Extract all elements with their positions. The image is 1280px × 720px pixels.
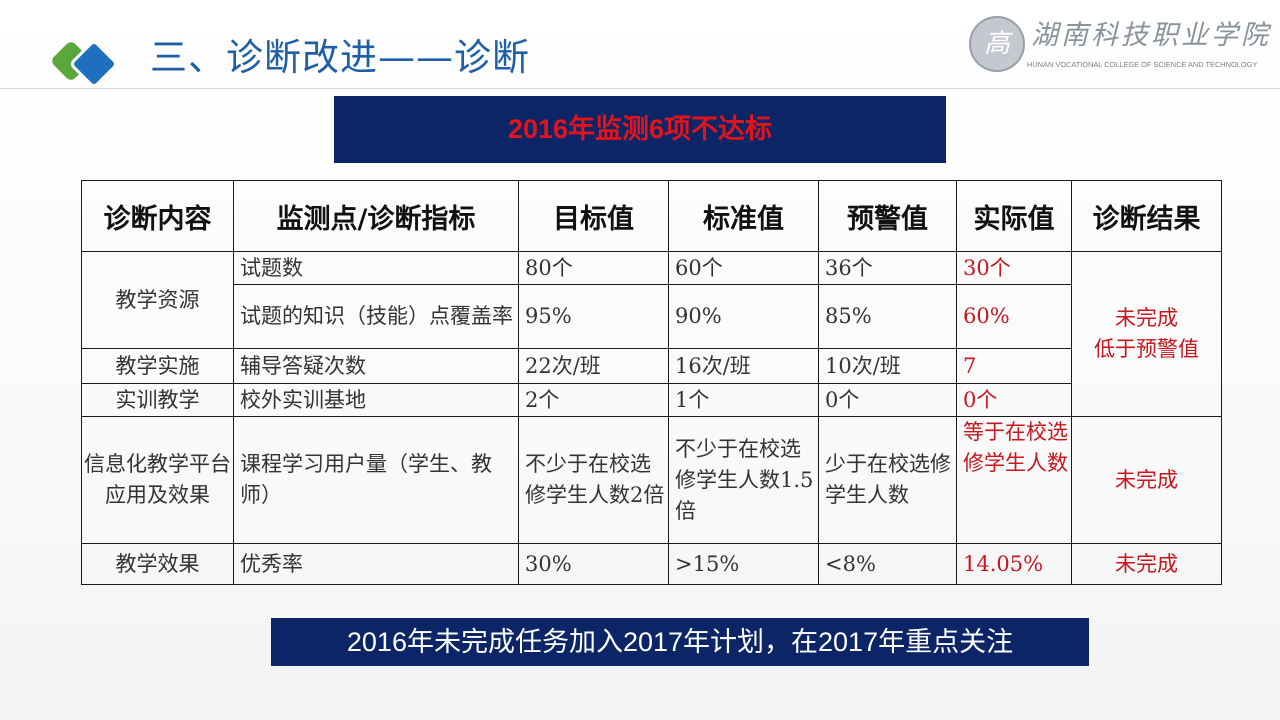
actual-cell: 7 xyxy=(956,348,1072,384)
footer-banner: 2016年未完成任务加入2017年计划，在2017年重点关注 xyxy=(271,618,1089,666)
college-seal-icon: 高 xyxy=(969,16,1025,72)
warning-cell: 0个 xyxy=(818,383,957,417)
target-cell: 80个 xyxy=(518,251,669,285)
group-cell: 教学实施 xyxy=(81,348,234,384)
target-cell: 不少于在校选修学生人数2倍 xyxy=(518,416,669,544)
college-logo: 高 湖南科技职业学院 HUNAN VOCATIONAL COLLEGE OF S… xyxy=(965,14,1271,76)
indicator-cell: 试题的知识（技能）点覆盖率 xyxy=(233,284,519,349)
header-cell: 标准值 xyxy=(668,180,819,252)
table-row: 教学实施 辅导答疑次数 22次/班 16次/班 10次/班 7 xyxy=(81,348,1222,384)
group-cell: 教学资源 xyxy=(81,251,234,349)
standard-cell: 90% xyxy=(668,284,819,349)
group-cell: 信息化教学平台应用及效果 xyxy=(81,416,234,544)
actual-cell: 0个 xyxy=(956,383,1072,417)
seal-char: 高 xyxy=(983,29,1010,59)
standard-cell: >15% xyxy=(668,543,819,585)
diagnosis-table: 诊断内容 监测点/诊断指标 目标值 标准值 预警值 实际值 诊断结果 教学资源 … xyxy=(81,180,1222,585)
indicator-cell: 课程学习用户量（学生、教师） xyxy=(233,416,519,544)
group-cell: 教学效果 xyxy=(81,543,234,585)
standard-cell: 不少于在校选修学生人数1.5倍 xyxy=(668,416,819,544)
actual-cell: 60% xyxy=(956,284,1072,349)
table-row: 实训教学 校外实训基地 2个 1个 0个 0个 xyxy=(81,383,1222,417)
indicator-cell: 校外实训基地 xyxy=(233,383,519,417)
table-row: 教学资源 试题数 80个 60个 36个 30个 未完成 低于预警值 xyxy=(81,251,1222,417)
table-row: 试题的知识（技能）点覆盖率 95% 90% 85% 60% xyxy=(82,284,1222,349)
actual-cell: 14.05% xyxy=(956,543,1072,585)
standard-cell: 60个 xyxy=(668,251,819,285)
target-cell: 30% xyxy=(518,543,669,585)
standard-cell: 1个 xyxy=(668,383,819,417)
warning-cell: 36个 xyxy=(818,251,957,285)
standard-cell: 16次/班 xyxy=(668,348,819,384)
indicator-cell: 辅导答疑次数 xyxy=(233,348,519,384)
warning-cell: 85% xyxy=(818,284,957,349)
header-cell: 诊断内容 xyxy=(81,180,234,252)
group-cell: 实训教学 xyxy=(81,383,234,417)
table-row: 教学效果 优秀率 30% >15% <8% 14.05% 未完成 xyxy=(81,543,1222,585)
warning-cell: <8% xyxy=(818,543,957,585)
college-name-cn: 湖南科技职业学院 xyxy=(1031,20,1271,51)
result-line: 低于预警值 xyxy=(1094,337,1199,361)
result-line: 未完成 xyxy=(1115,306,1178,330)
actual-cell: 等于在校选修学生人数 xyxy=(956,416,1072,544)
warning-cell: 少于在校选修学生人数 xyxy=(818,416,957,544)
target-cell: 95% xyxy=(518,284,669,349)
target-cell: 22次/班 xyxy=(518,348,669,384)
result-cell: 未完成 xyxy=(1071,416,1222,544)
page-title: 三、诊断改进——诊断 xyxy=(150,36,530,79)
header-cell: 目标值 xyxy=(518,180,669,252)
result-cell: 未完成 xyxy=(1071,543,1222,585)
header-divider xyxy=(0,88,1280,89)
warning-cell: 10次/班 xyxy=(818,348,957,384)
header-cell: 实际值 xyxy=(956,180,1072,252)
college-name-en: HUNAN VOCATIONAL COLLEGE OF SCIENCE AND … xyxy=(1027,60,1258,69)
actual-cell: 30个 xyxy=(956,251,1072,285)
header-cell: 诊断结果 xyxy=(1071,180,1222,252)
header-cell: 预警值 xyxy=(818,180,957,252)
header-cell: 监测点/诊断指标 xyxy=(233,180,519,252)
indicator-cell: 试题数 xyxy=(233,251,519,285)
indicator-cell: 优秀率 xyxy=(233,543,519,585)
result-cell: 未完成 低于预警值 xyxy=(1071,251,1222,417)
summary-banner: 2016年监测6项不达标 xyxy=(334,96,946,163)
target-cell: 2个 xyxy=(518,383,669,417)
table-row: 信息化教学平台应用及效果 课程学习用户量（学生、教师） 不少于在校选修学生人数2… xyxy=(81,416,1222,544)
header-row: 诊断内容 监测点/诊断指标 目标值 标准值 预警值 实际值 诊断结果 xyxy=(81,180,1222,252)
